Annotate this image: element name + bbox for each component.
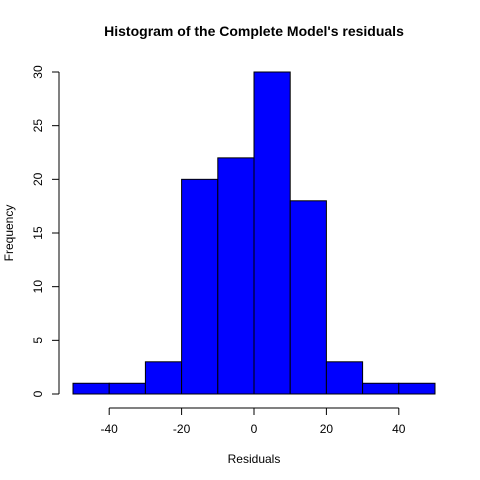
y-axis: 0 5 10 15 20 25 30 [31,65,60,397]
histogram-bar-3 [181,178,219,395]
x-tick-label-3: 20 [320,422,334,436]
y-tick-label-6: 30 [31,65,45,79]
x-axis-label: Residuals [228,452,281,466]
histogram-bar-0 [72,382,110,395]
y-tick-label-3: 15 [31,226,45,240]
x-tick-label-4: 40 [392,422,406,436]
histogram-bar-6 [289,200,327,395]
x-tick-label-1: -20 [173,422,191,436]
y-tick-label-5: 25 [31,119,45,133]
chart-title: Histogram of the Complete Model's residu… [104,23,404,39]
histogram-bar-1 [108,382,146,395]
histogram-bar-9 [398,382,436,395]
bars-group [72,71,436,395]
histogram-bar-8 [362,382,400,395]
x-tick-label-0: -40 [101,422,119,436]
histogram-bar-4 [217,157,255,395]
y-axis-label: Frequency [2,205,16,262]
y-tick-label-0: 0 [31,390,45,397]
y-tick-label-1: 5 [31,337,45,344]
histogram-bar-5 [253,71,291,395]
x-tick-label-2: 0 [251,422,258,436]
x-axis: -40 -20 0 20 40 [101,407,406,436]
histogram-bar-2 [144,361,183,395]
y-tick-label-4: 20 [31,172,45,186]
y-tick-label-2: 10 [31,280,45,294]
histogram-bar-7 [325,361,364,395]
